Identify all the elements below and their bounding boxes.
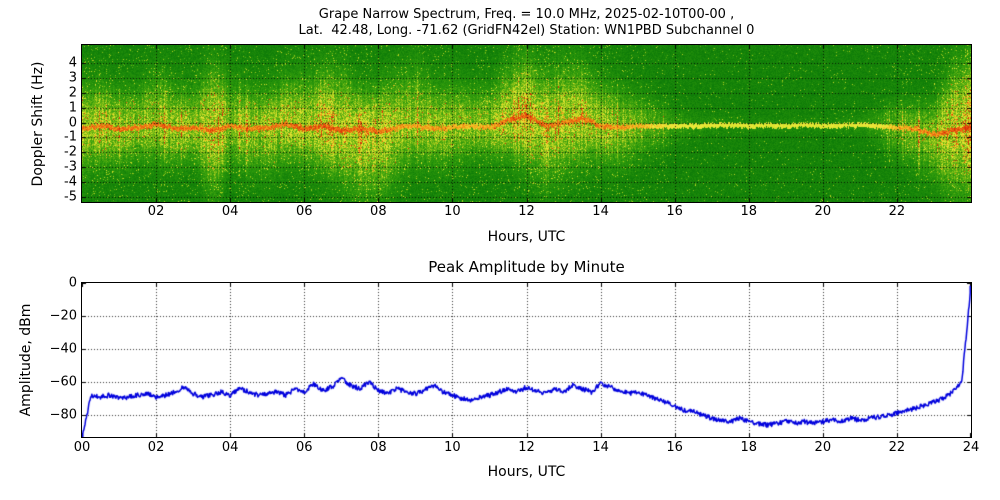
- y-tick-label: -5: [64, 189, 77, 205]
- x-tick-label: 02: [147, 204, 165, 219]
- y-tick-label: −60: [49, 374, 77, 390]
- x-tick-label: 16: [666, 204, 683, 219]
- x-tick-label: 20: [814, 204, 832, 219]
- x-tick-label: 18: [740, 204, 758, 219]
- spectrogram-axes: [81, 44, 972, 203]
- spectrogram-plot: [82, 45, 971, 202]
- x-tick-label: 18: [740, 440, 758, 455]
- x-tick-label: 12: [518, 440, 535, 455]
- hours-utc-label-top: Hours, UTC: [487, 229, 566, 245]
- figure-title-line2: Lat. 42.48, Long. -71.62 (GridFN42el) St…: [298, 23, 755, 38]
- y-tick-label: 2: [68, 85, 77, 101]
- y-tick-label: -2: [64, 144, 77, 160]
- x-tick-label: 14: [592, 204, 609, 219]
- x-tick-label: 08: [370, 440, 387, 455]
- x-tick-label: 10: [444, 204, 461, 219]
- y-tick-label: -1: [64, 129, 77, 145]
- x-tick-label: 16: [666, 440, 683, 455]
- y-tick-label: −80: [49, 407, 77, 423]
- x-tick-label: 04: [221, 204, 239, 219]
- x-tick-label: 04: [221, 440, 239, 455]
- amplitude-axis-label: Amplitude, dBm: [18, 303, 34, 417]
- x-tick-label: 06: [295, 440, 313, 455]
- y-tick-label: −20: [49, 308, 77, 324]
- x-tick-label: 22: [888, 204, 906, 219]
- x-tick-label: 20: [814, 440, 832, 455]
- y-tick-label: -3: [64, 159, 77, 175]
- x-tick-label: 22: [888, 440, 906, 455]
- figure-title: Grape Narrow Spectrum, Freq. = 10.0 MHz,…: [82, 7, 971, 39]
- x-tick-label: 00: [73, 440, 91, 455]
- x-tick-label: 06: [295, 204, 313, 219]
- amplitude-axes: [81, 282, 972, 438]
- hours-utc-label-bottom: Hours, UTC: [487, 464, 566, 480]
- figure-title-line1: Grape Narrow Spectrum, Freq. = 10.0 MHz,…: [318, 7, 735, 22]
- y-tick-label: −40: [49, 341, 77, 357]
- x-tick-label: 12: [518, 204, 535, 219]
- amplitude-chart-title: Peak Amplitude by Minute: [428, 258, 625, 276]
- y-tick-label: 1: [68, 100, 77, 116]
- x-tick-label: 02: [147, 440, 165, 455]
- x-tick-label: 10: [444, 440, 461, 455]
- y-tick-label: 0: [68, 115, 77, 131]
- amplitude-plot: [82, 283, 971, 437]
- x-tick-label: 08: [370, 204, 387, 219]
- y-tick-label: 3: [68, 70, 77, 86]
- y-tick-label: 0: [68, 275, 77, 291]
- y-tick-label: -4: [64, 174, 77, 190]
- x-tick-label: 14: [592, 440, 609, 455]
- x-tick-label: 24: [962, 440, 980, 455]
- y-tick-label: 4: [68, 55, 77, 71]
